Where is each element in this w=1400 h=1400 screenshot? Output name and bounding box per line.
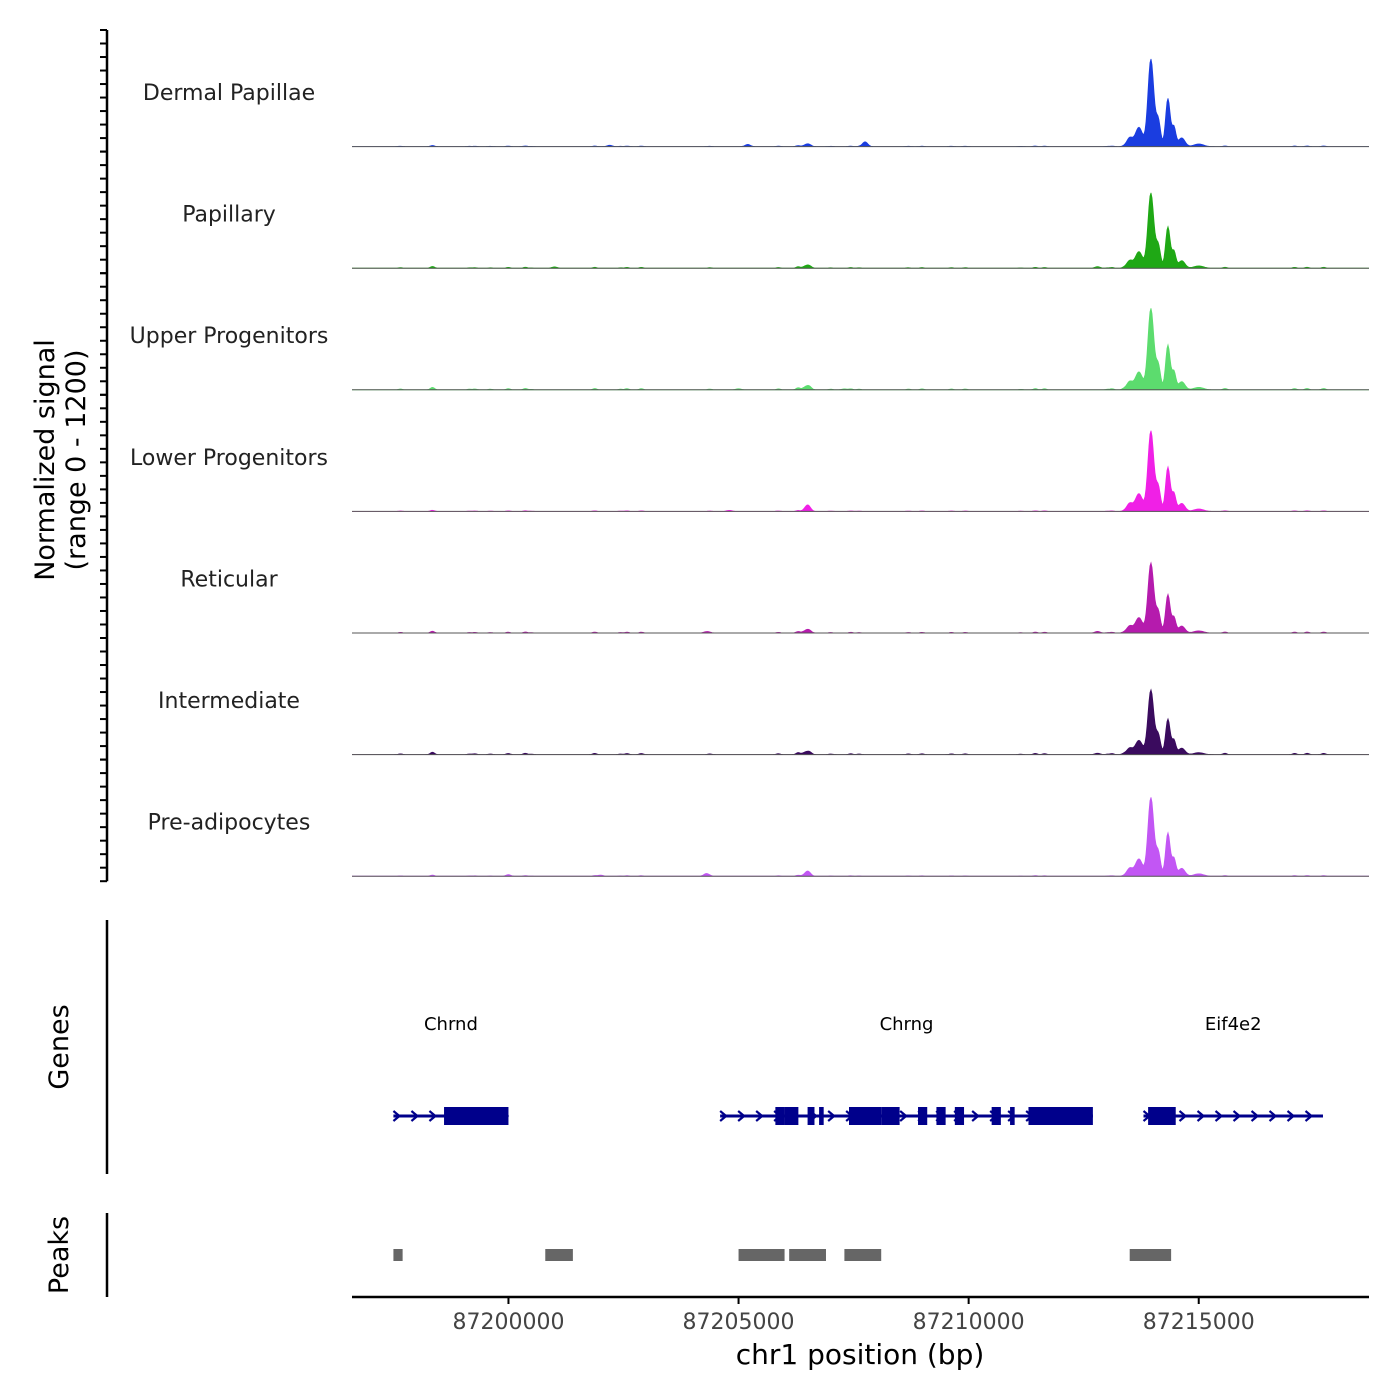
gene: Chrnd (392, 1014, 510, 1125)
gene-strand-arrow (737, 1110, 746, 1122)
gene-strand-arrow (1214, 1110, 1224, 1122)
x-tick-label: 87205000 (683, 1310, 795, 1335)
signal-track: Pre-adipocytes (148, 797, 1369, 877)
gene-exon (775, 1107, 785, 1125)
gene-strand-arrow (827, 1110, 836, 1122)
gene-exon (784, 1107, 799, 1125)
track-label: Papillary (182, 203, 276, 228)
gene-strand-arrow (1286, 1110, 1296, 1122)
signal-area (352, 688, 1369, 756)
gene-label: Chrnd (424, 1014, 478, 1035)
gene-exon (954, 1107, 965, 1125)
gene-exon (848, 1107, 882, 1125)
genes-track-label: Genes (44, 1004, 75, 1089)
gene-strand-arrow (755, 1110, 764, 1122)
gene: Eif4e2 (1142, 1014, 1323, 1125)
signal-track: Reticular (180, 561, 1369, 634)
peak-region (545, 1249, 573, 1261)
gene-exon (881, 1107, 900, 1125)
gene-exon (918, 1107, 928, 1125)
gene-label: Chrng (880, 1014, 934, 1035)
gene-exon (991, 1107, 1001, 1125)
signal-area (352, 430, 1369, 512)
x-tick-label: 87200000 (452, 1310, 564, 1335)
gene-strand-arrow (428, 1110, 438, 1122)
signal-area (352, 308, 1369, 391)
track-label: Reticular (180, 567, 278, 592)
peak-region (789, 1249, 826, 1261)
gene-exon (807, 1107, 815, 1125)
gene-strand-arrow (1304, 1110, 1314, 1122)
signal-track: Papillary (182, 192, 1369, 269)
signal-area (352, 58, 1369, 147)
signal-y-axis (100, 29, 109, 883)
peak-track (393, 1249, 1172, 1261)
peak-region (738, 1249, 785, 1261)
x-axis-ticks: 87200000 87205000 87210000 87215000 (452, 1297, 1255, 1335)
signal-area (352, 561, 1369, 634)
signal-y-label-line2: (range 0 - 1200) (61, 350, 92, 571)
x-tick-label: 87215000 (1143, 1310, 1255, 1335)
gene-strand-arrow (971, 1110, 980, 1122)
track-label: Lower Progenitors (130, 446, 328, 471)
gene-label: Eif4e2 (1205, 1014, 1262, 1035)
x-axis-label: chr1 position (bp) (736, 1338, 985, 1371)
peaks-track-label: Peaks (44, 1216, 75, 1294)
track-label: Pre-adipocytes (148, 811, 311, 836)
peak-region (393, 1249, 403, 1261)
gene-exon (936, 1107, 946, 1125)
gene: Chrng (719, 1014, 1093, 1125)
gene-exon (1010, 1107, 1015, 1125)
signal-tracks: Dermal Papillae Papillary Upper Progenitor… (130, 58, 1369, 877)
gene-exon (1148, 1107, 1176, 1125)
gene-strand-arrow (1178, 1110, 1188, 1122)
gene-exon (444, 1107, 509, 1125)
track-label: Intermediate (158, 689, 300, 714)
track-label: Upper Progenitors (130, 324, 329, 349)
gene-strand-arrow (1268, 1110, 1278, 1122)
gene-strand-arrow (1196, 1110, 1206, 1122)
signal-track: Dermal Papillae (143, 58, 1369, 148)
gene-strand-arrow (410, 1110, 420, 1122)
track-label: Dermal Papillae (143, 81, 315, 106)
signal-area (352, 192, 1369, 269)
signal-track: Intermediate (158, 688, 1369, 756)
gene-exon (819, 1107, 824, 1125)
gene-strand-arrow (719, 1110, 728, 1122)
peak-region (844, 1249, 882, 1261)
gene-strand-arrow (1232, 1110, 1242, 1122)
x-tick-label: 87210000 (913, 1310, 1025, 1335)
gene-strand-arrow (1250, 1110, 1260, 1122)
signal-track: Lower Progenitors (130, 430, 1369, 512)
gene-strand-arrow (899, 1110, 908, 1122)
peak-region (1129, 1249, 1172, 1261)
gene-track: Chrnd Chrng Eif4e2 (392, 1014, 1323, 1125)
gene-strand-arrow (392, 1110, 402, 1122)
signal-track: Upper Progenitors (130, 308, 1369, 391)
signal-area (352, 797, 1369, 877)
signal-y-label-line1: Normalized signal (30, 339, 61, 581)
gene-exon (1028, 1107, 1093, 1125)
